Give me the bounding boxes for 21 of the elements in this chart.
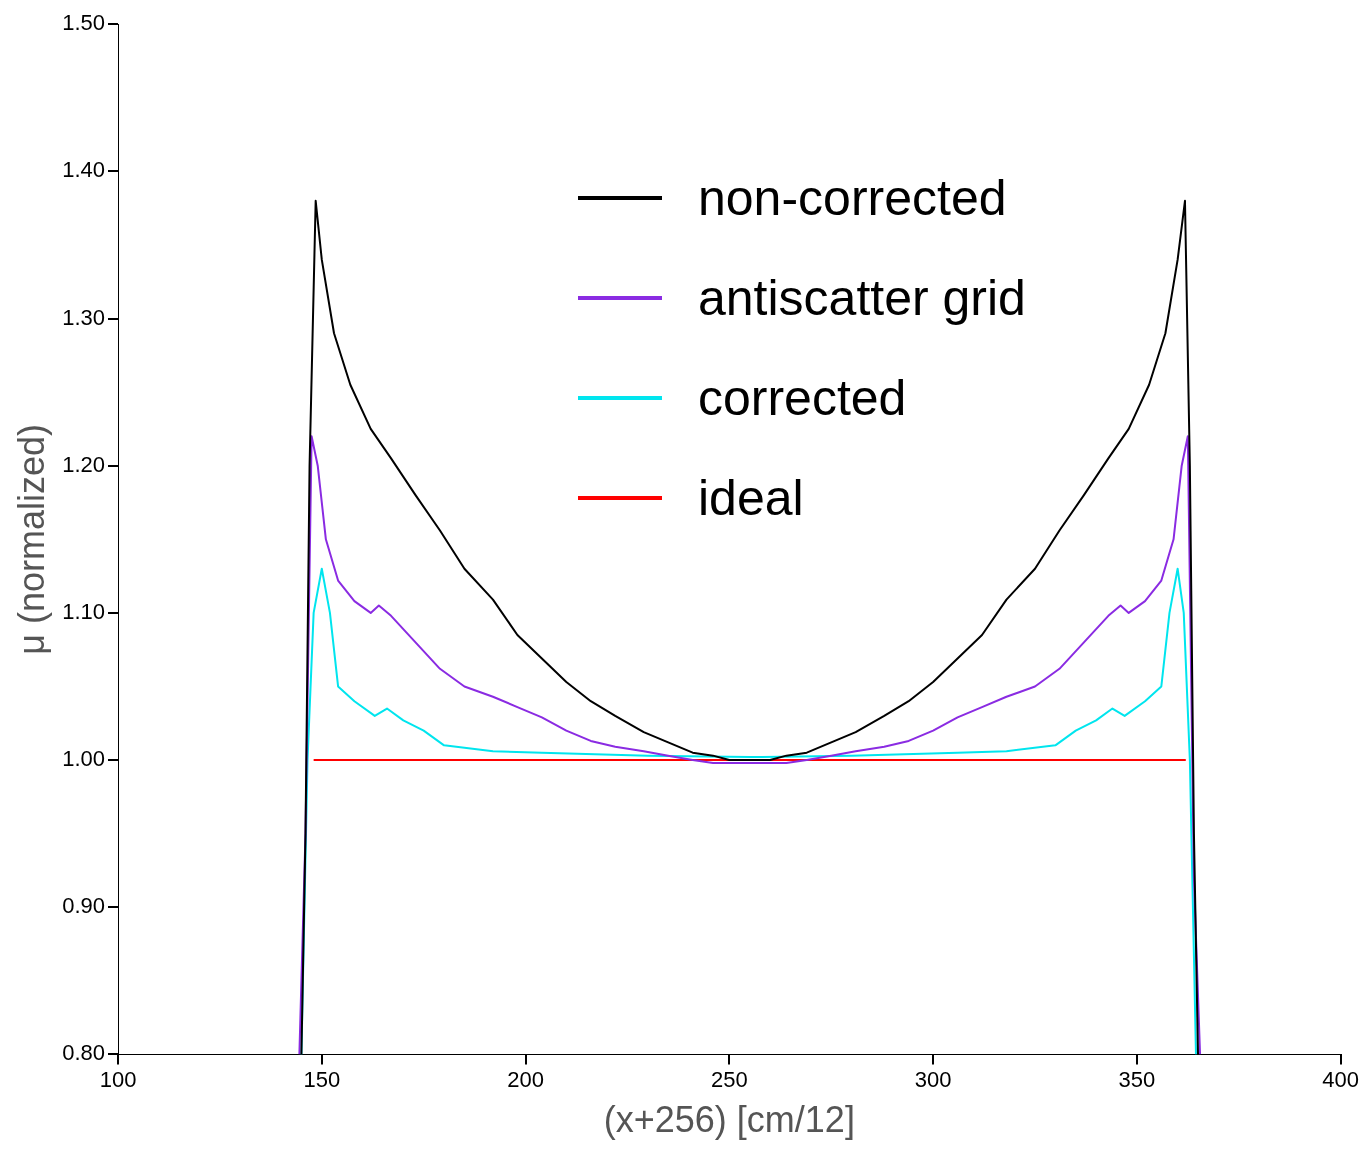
y-tick-label: 1.10 [62,598,106,624]
legend-label: corrected [698,369,907,427]
y-axis-title: μ (normalized) [10,423,52,655]
legend-label: non-corrected [698,169,1007,227]
x-tick-label: 300 [914,1066,952,1092]
y-tick-label: 1.20 [62,451,106,477]
y-tick-label: 0.80 [62,1040,106,1066]
y-tick-label: 0.90 [62,893,106,919]
y-tick-label: 1.50 [62,10,106,36]
legend-label: antiscatter grid [698,269,1026,327]
y-tick-label: 1.00 [62,746,106,772]
x-tick-label: 250 [710,1066,748,1092]
x-tick-label: 200 [507,1066,544,1092]
x-tick-label: 350 [1118,1066,1156,1092]
legend-label: ideal [698,469,804,527]
x-tick-label: 400 [1322,1066,1360,1092]
y-tick-label: 1.30 [62,304,106,330]
x-tick-label: 100 [99,1066,137,1092]
y-tick-label: 1.40 [62,157,106,183]
x-tick-label: 150 [303,1066,341,1092]
x-axis-title: (x+256) [cm/12] [603,1099,855,1141]
